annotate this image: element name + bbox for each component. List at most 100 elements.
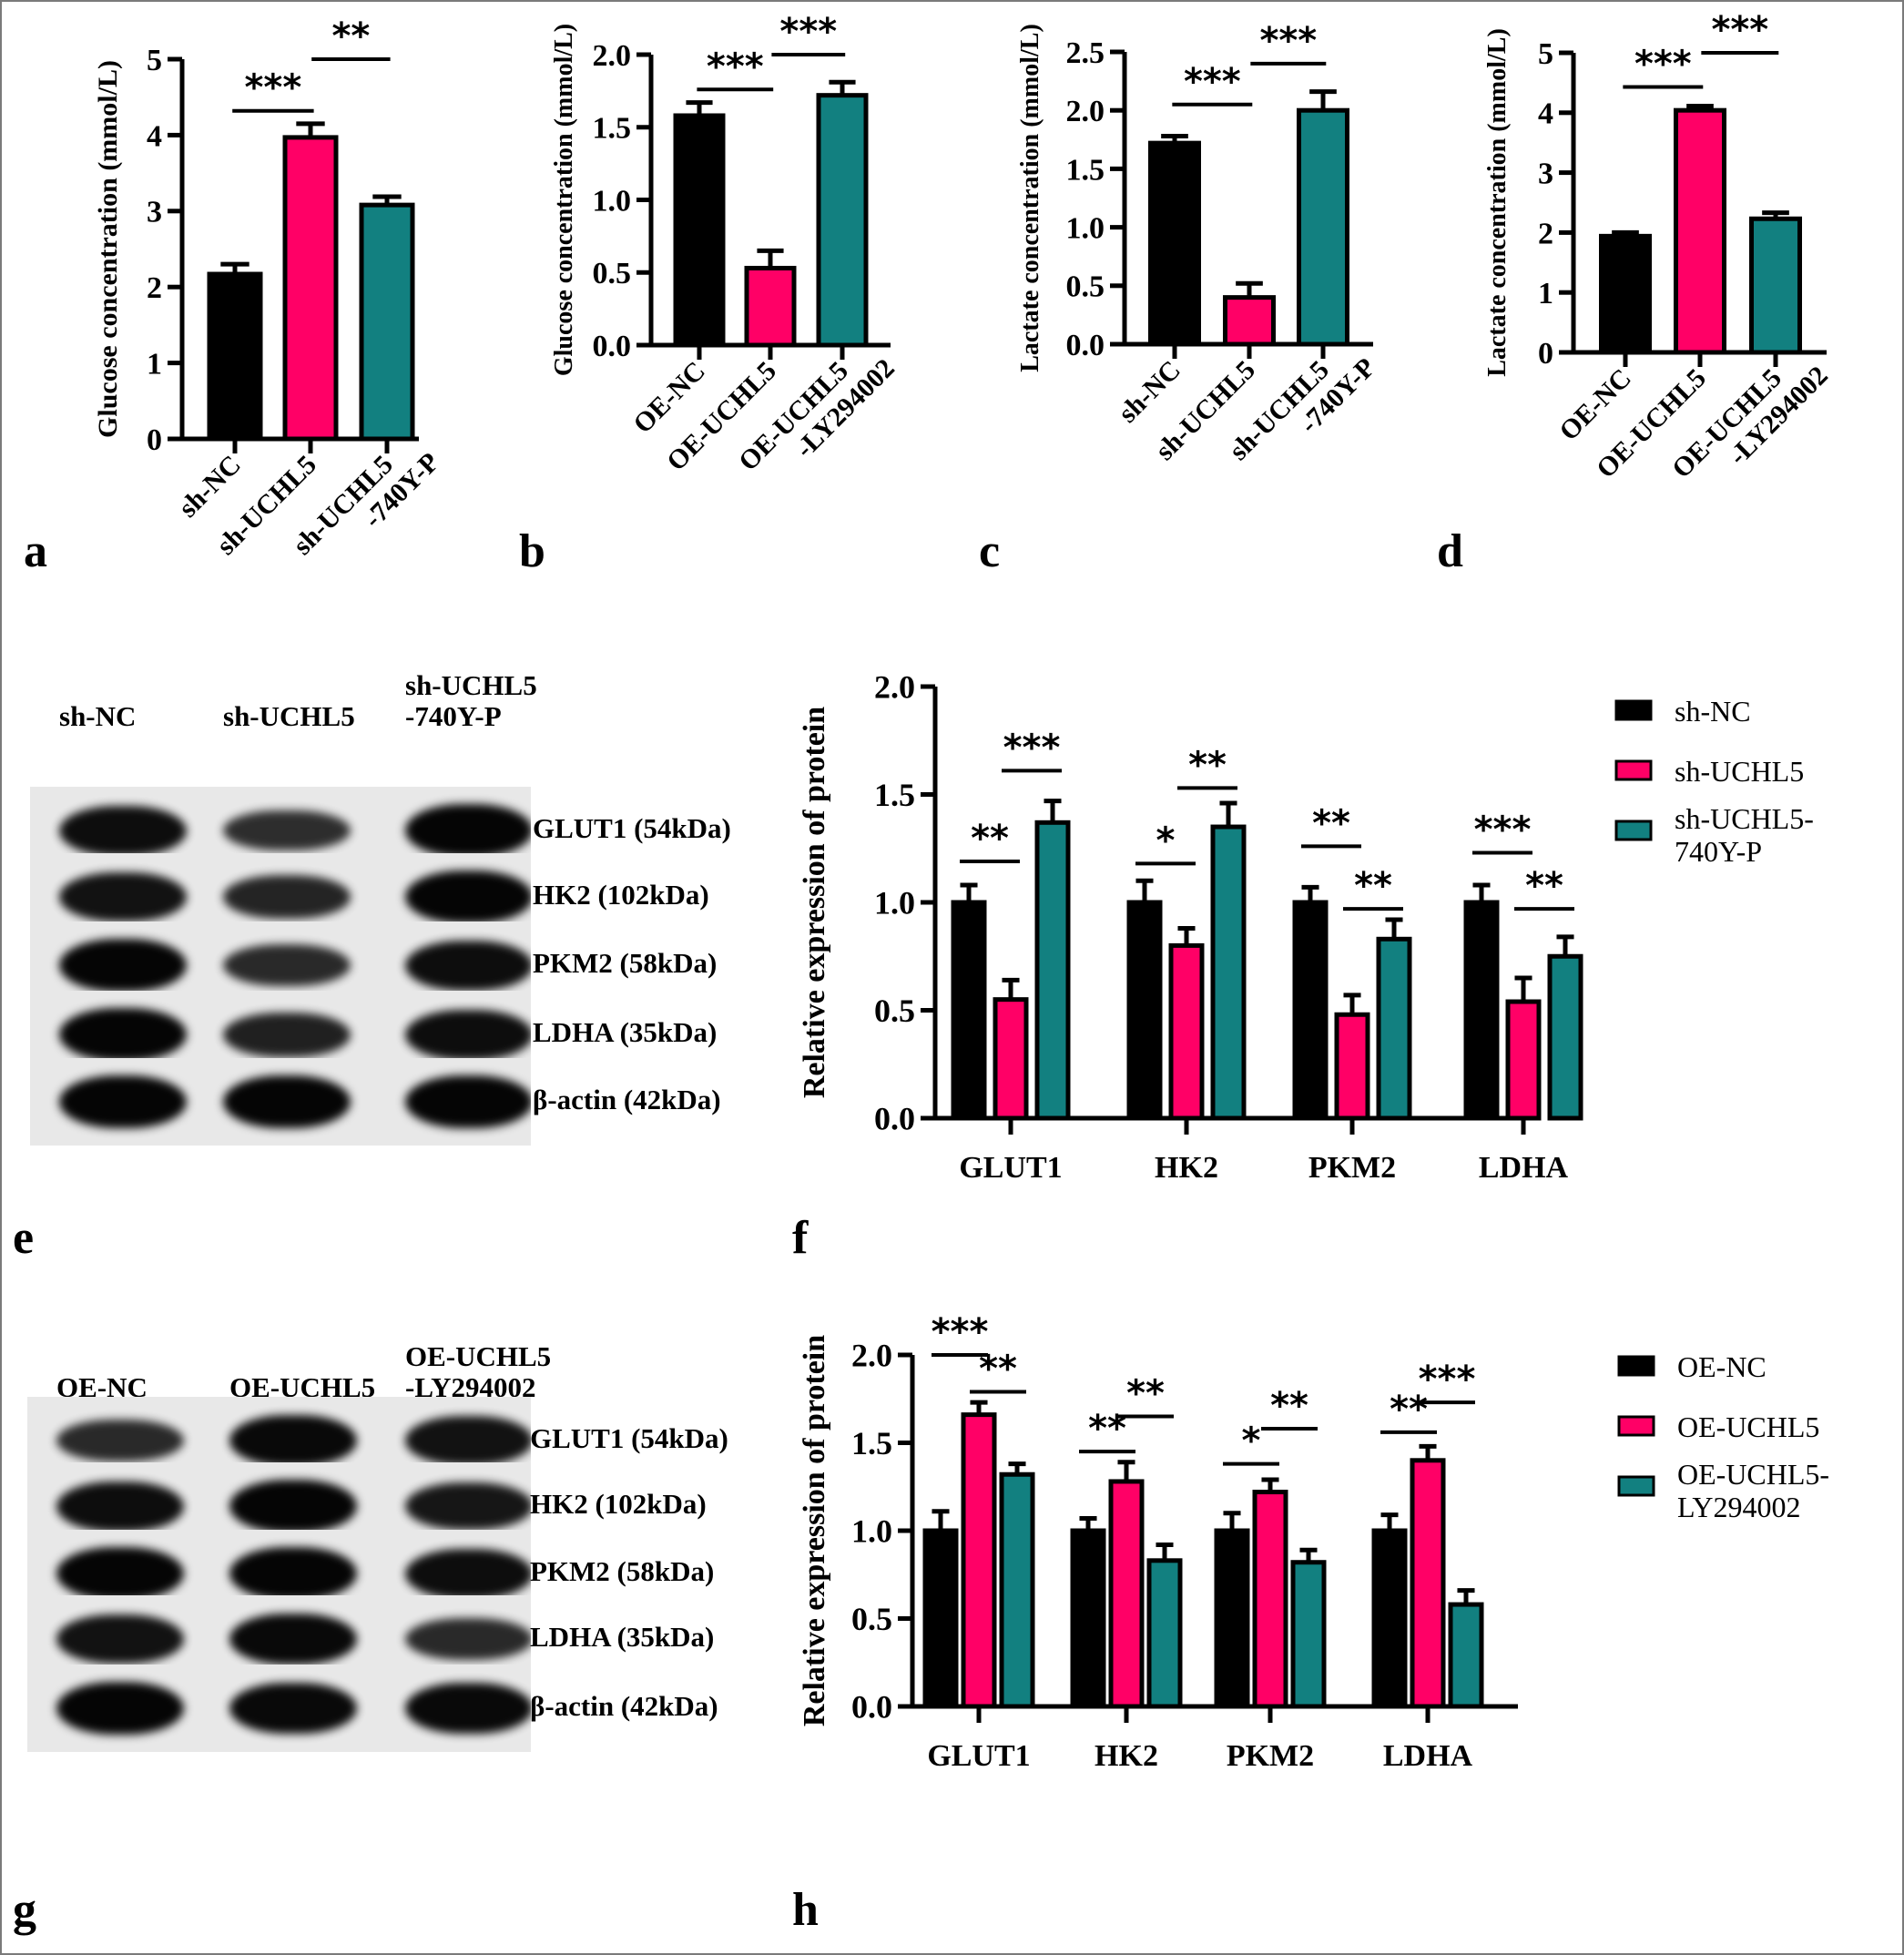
bar <box>1297 107 1349 347</box>
x-category-label: HK2 <box>1155 1151 1218 1185</box>
y-axis-label: Glucose concentration (mmol/L) <box>93 60 123 438</box>
y-tick-label: 3 <box>1538 158 1553 191</box>
significance-label: ** <box>1188 744 1227 786</box>
protein-band <box>229 1547 357 1600</box>
y-tick-label: 0 <box>147 423 162 457</box>
significance-label: ** <box>979 1349 1017 1390</box>
bar <box>673 113 726 348</box>
significance-label: ** <box>1270 1385 1308 1427</box>
bar <box>207 271 263 442</box>
protein-band <box>405 1618 531 1660</box>
bar <box>922 1528 959 1709</box>
significance-label: * <box>1242 1420 1261 1462</box>
x-category-label: OE-UCHL5-LY294002 <box>733 331 901 499</box>
protein-band <box>405 1075 531 1128</box>
protein-band <box>229 1682 357 1735</box>
legend-label: sh-UCHL5 <box>1675 755 1804 788</box>
blot-protein-label: HK2 (102kDa) <box>533 879 709 911</box>
bar <box>1410 1458 1446 1709</box>
significance-label: *** <box>1474 809 1532 850</box>
y-tick-label: 1 <box>147 348 162 382</box>
blot-protein-label: PKM2 (58kDa) <box>530 1555 715 1587</box>
protein-band <box>223 875 351 919</box>
y-tick-label: 5 <box>1538 37 1553 71</box>
blot-lane-header: sh-UCHL5 -740Y-P <box>405 669 537 732</box>
chart-f: 0.0 0.5 1.0 1.5 2.0 Relative expression of pr… <box>798 669 1814 1185</box>
blot-protein-label: GLUT1 (54kDa) <box>533 812 731 844</box>
protein-band <box>405 1682 531 1735</box>
bar <box>1376 936 1412 1121</box>
significance-label: *** <box>1259 20 1317 62</box>
y-tick-label: 1.0 <box>874 885 915 921</box>
y-tick-label: 2.0 <box>1066 95 1105 128</box>
bar <box>1214 1528 1250 1709</box>
significance-label: *** <box>707 46 764 87</box>
bar <box>999 1471 1035 1709</box>
bar <box>1448 1602 1484 1709</box>
legend-label: OE-NC <box>1677 1350 1767 1383</box>
legend-swatch <box>1614 699 1653 721</box>
x-category-label: LDHA <box>1479 1151 1569 1185</box>
blot-protein-label: LDHA (35kDa) <box>533 1016 718 1048</box>
y-tick-label: 4 <box>147 119 162 153</box>
significance-label: ** <box>971 818 1009 860</box>
bar <box>1334 1012 1370 1121</box>
legend-label: OE-UCHL5 <box>1677 1410 1819 1443</box>
x-category-label: PKM2 <box>1227 1739 1314 1773</box>
protein-band <box>56 1547 184 1600</box>
protein-band <box>223 1075 351 1128</box>
protein-band <box>59 1075 187 1128</box>
bar <box>961 1412 997 1709</box>
y-axis-label: Lactate concentration (mmol/L) <box>1016 24 1044 372</box>
y-tick-label: 2.0 <box>593 39 632 73</box>
panel-letter-d: d <box>1437 525 1463 577</box>
y-tick-label: 1.5 <box>593 112 632 146</box>
blot-protein-label: LDHA (35kDa) <box>530 1621 715 1653</box>
protein-band <box>405 871 531 923</box>
y-tick-label: 1.5 <box>851 1425 892 1461</box>
panel-letter-f: f <box>792 1212 809 1264</box>
y-axis-label: Glucose concentration (mmol/L) <box>550 24 578 376</box>
y-tick-label: 0.0 <box>851 1689 892 1726</box>
bar <box>1252 1490 1288 1709</box>
protein-band <box>229 1480 357 1532</box>
y-tick-label: 2 <box>1538 217 1553 250</box>
protein-band <box>405 1416 531 1465</box>
y-tick-label: 0.0 <box>874 1101 915 1137</box>
bar <box>744 265 797 348</box>
bar <box>1749 216 1802 355</box>
bar <box>1210 824 1247 1121</box>
y-tick-label: 1 <box>1538 277 1553 311</box>
legend-label: sh-UCHL5-740Y-P <box>1675 802 1814 868</box>
protein-band <box>405 1482 531 1530</box>
bar <box>1034 820 1071 1121</box>
bar <box>1463 900 1500 1121</box>
blot-protein-label: GLUT1 (54kDa) <box>530 1422 728 1454</box>
protein-band <box>223 1012 351 1057</box>
chart-c: 0.0 0.5 1.0 1.5 2.0 2.5 Lactate concentration … <box>1016 20 1381 466</box>
significance-label: *** <box>932 1311 989 1353</box>
bar <box>1547 953 1583 1121</box>
protein-band <box>59 1008 187 1061</box>
legend-swatch <box>1617 1475 1655 1497</box>
legend-swatch <box>1617 1355 1655 1377</box>
protein-band <box>405 1009 531 1060</box>
bar <box>1599 233 1652 355</box>
panel-letter-g: g <box>13 1884 36 1936</box>
blot-lane-header: sh-NC <box>59 700 137 732</box>
bar <box>1126 900 1163 1121</box>
blot-protein-label: β-actin (42kDa) <box>533 1084 721 1115</box>
significance-label: ** <box>1088 1408 1126 1450</box>
legend-label: sh-NC <box>1675 695 1751 728</box>
bar <box>1292 900 1329 1121</box>
bar <box>1146 1558 1183 1709</box>
significance-label: *** <box>779 11 837 53</box>
bar <box>1371 1528 1408 1709</box>
chart-a: 0 1 2 3 4 5 Glucose concentration (mmol/L) sh-N… <box>93 15 445 561</box>
y-tick-label: 3 <box>147 196 162 229</box>
bar <box>1168 942 1205 1121</box>
panel-letter-c: c <box>979 525 1001 577</box>
